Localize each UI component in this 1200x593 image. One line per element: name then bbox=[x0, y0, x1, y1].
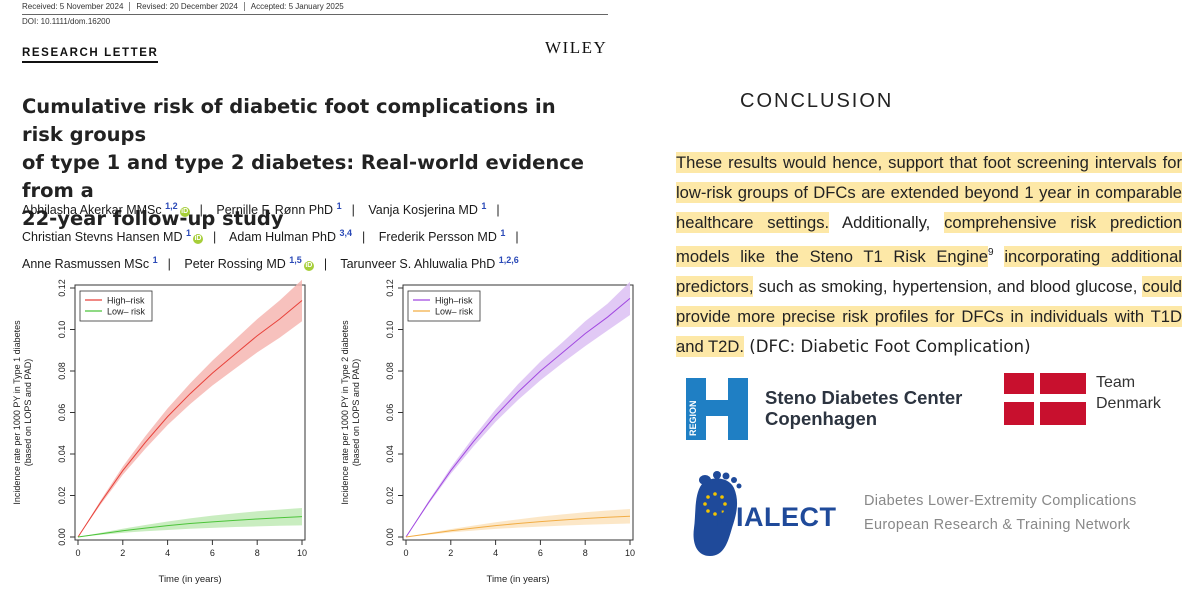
danish-flag-icon bbox=[1004, 373, 1086, 425]
title-line: of type 1 and type 2 diabetes: Real-worl… bbox=[22, 151, 585, 202]
section-label: RESEARCH LETTER bbox=[22, 47, 159, 63]
x-tick-label: 2 bbox=[448, 548, 453, 558]
x-tick-label: 4 bbox=[493, 548, 498, 558]
confidence-band bbox=[78, 279, 302, 537]
x-tick-label: 0 bbox=[75, 548, 80, 558]
series-line bbox=[77, 516, 303, 538]
x-tick-label: 10 bbox=[297, 548, 307, 558]
y-tick-label: 0.00 bbox=[57, 528, 67, 546]
author[interactable]: Pernille F. Rønn PhD 1 bbox=[216, 201, 342, 218]
orcid-icon[interactable]: iD bbox=[303, 261, 314, 272]
legend-label: High–risk bbox=[107, 296, 145, 306]
publisher-logo: WILEY bbox=[545, 38, 608, 57]
steno-logo-text: Steno Diabetes Center Copenhagen bbox=[765, 387, 962, 429]
foot-icon bbox=[693, 471, 742, 556]
author-list: Abhilasha Akerkar MMSc 1,2iD | Pernille F… bbox=[22, 195, 612, 276]
legend-box bbox=[79, 290, 153, 322]
team-line2: Denmark bbox=[1096, 395, 1161, 412]
series-line bbox=[405, 515, 631, 538]
conclusion-text: These results would hence, support that … bbox=[676, 148, 1182, 362]
y-tick-label: 0.04 bbox=[57, 445, 67, 463]
article-dates: Received: 5 November 2024 Revised: 20 De… bbox=[22, 2, 350, 11]
confidence-band bbox=[406, 281, 630, 537]
y-axis-label: Incidence rate per 1000 PY in Type 2 dia… bbox=[340, 320, 350, 505]
y-axis-label: Incidence rate per 1000 PY in Type 1 dia… bbox=[12, 320, 22, 505]
title-line: 22-year follow-up study bbox=[22, 207, 284, 230]
y-tick-label: 0.06 bbox=[385, 404, 395, 422]
team-denmark-text: Team Denmark bbox=[1096, 372, 1161, 414]
x-tick-label: 4 bbox=[165, 548, 170, 558]
author-line: Anne Rasmussen MSc 1 | Peter Rossing MD 1… bbox=[22, 255, 519, 272]
y-tick-label: 0.00 bbox=[385, 528, 395, 546]
y-tick-label: 0.08 bbox=[385, 362, 395, 380]
legend-label: High–risk bbox=[435, 296, 473, 306]
incidence-charts: 0 2 4 6 8 10 0.00 0.02 0.04 0.06 0.08 0.10 0.12 Time … bbox=[12, 279, 635, 585]
author[interactable]: Adam Hulman PhD 3,4 bbox=[229, 228, 353, 245]
paper-title: Cumulative risk of diabetic foot complic… bbox=[22, 93, 602, 233]
y-tick-label: 0.12 bbox=[57, 279, 67, 297]
y-tick-label: 0.06 bbox=[57, 404, 67, 422]
dialect-network-text: Diabetes Lower-Extremity Complications E… bbox=[864, 489, 1137, 537]
accepted-date: Accepted: 5 January 2025 bbox=[250, 2, 344, 11]
region-h-logo: REGION bbox=[686, 378, 748, 440]
y-tick-label: 0.08 bbox=[57, 362, 67, 380]
legend-box bbox=[407, 290, 481, 322]
y-tick-label: 0.04 bbox=[385, 445, 395, 463]
y-tick-label: 0.10 bbox=[57, 321, 67, 339]
legend-label: Low– risk bbox=[107, 307, 146, 317]
conclusion-text-segment: (DFC: Diabetic Foot Complication) bbox=[743, 336, 1031, 356]
author[interactable]: Tarunveer S. Ahluwalia PhD 1,2,6 bbox=[340, 255, 519, 272]
y-tick-label: 0.10 bbox=[385, 321, 395, 339]
x-tick-label: 10 bbox=[625, 548, 635, 558]
y-axis-label-sub: (based on LOPS and PAD) bbox=[23, 359, 33, 466]
series-line bbox=[405, 297, 631, 538]
conclusion-text-segment: Additionally, bbox=[829, 213, 945, 232]
x-tick-label: 8 bbox=[583, 548, 588, 558]
conclusion-text-segment bbox=[994, 247, 1005, 266]
doi[interactable]: DOI: 10.1111/dom.16200 bbox=[22, 17, 111, 26]
author[interactable]: Abhilasha Akerkar MMSc 1,2iD bbox=[22, 201, 190, 218]
x-tick-label: 6 bbox=[210, 548, 215, 558]
received-date: Received: 5 November 2024 bbox=[22, 2, 131, 11]
x-axis-label: Time (in years) bbox=[159, 574, 222, 585]
author[interactable]: Peter Rossing MD 1,5iD bbox=[184, 255, 314, 272]
y-tick-label: 0.02 bbox=[57, 487, 67, 505]
author[interactable]: Vanja Kosjerina MD 1 bbox=[368, 201, 487, 218]
region-label: REGION bbox=[688, 400, 698, 436]
y-tick-label: 0.02 bbox=[385, 487, 395, 505]
header-rule bbox=[22, 14, 608, 15]
author[interactable]: Christian Stevns Hansen MD 1iD bbox=[22, 228, 203, 245]
x-tick-label: 8 bbox=[255, 548, 260, 558]
confidence-band bbox=[406, 508, 630, 537]
conclusion-text-segment: such as smoking, hypertension, and blood… bbox=[753, 276, 1143, 296]
conclusion-text-segment: 9 bbox=[988, 247, 994, 258]
dialect-line1: Diabetes Lower-Extremity Complications bbox=[864, 493, 1137, 509]
team-line1: Team bbox=[1096, 374, 1136, 391]
legend-label: Low– risk bbox=[435, 307, 474, 317]
y-axis-label-sub: (based on LOPS and PAD) bbox=[351, 359, 361, 466]
series-line bbox=[77, 300, 303, 538]
x-axis-label: Time (in years) bbox=[487, 574, 550, 585]
title-line: Cumulative risk of diabetic foot complic… bbox=[22, 95, 556, 146]
author-line: Abhilasha Akerkar MMSc 1,2iD | Pernille F… bbox=[22, 201, 500, 218]
orcid-icon[interactable]: iD bbox=[179, 207, 190, 218]
dialect-logo-text: DIALECT bbox=[716, 502, 837, 532]
steno-line1: Steno Diabetes Center bbox=[765, 387, 963, 408]
author[interactable]: Frederik Persson MD 1 bbox=[378, 228, 506, 245]
orcid-icon[interactable]: iD bbox=[192, 234, 203, 245]
author[interactable]: Anne Rasmussen MSc 1 bbox=[22, 255, 158, 272]
conclusion-heading: CONCLUSION bbox=[740, 90, 894, 112]
x-tick-label: 6 bbox=[538, 548, 543, 558]
revised-date: Revised: 20 December 2024 bbox=[130, 2, 245, 11]
x-tick-label: 0 bbox=[403, 548, 408, 558]
author-line: Christian Stevns Hansen MD 1iD | Adam Hul… bbox=[22, 228, 519, 245]
dialect-line2: European Research & Training Network bbox=[864, 517, 1131, 533]
y-tick-label: 0.12 bbox=[385, 279, 395, 297]
x-tick-label: 2 bbox=[120, 548, 125, 558]
steno-line2: Copenhagen bbox=[765, 408, 878, 429]
